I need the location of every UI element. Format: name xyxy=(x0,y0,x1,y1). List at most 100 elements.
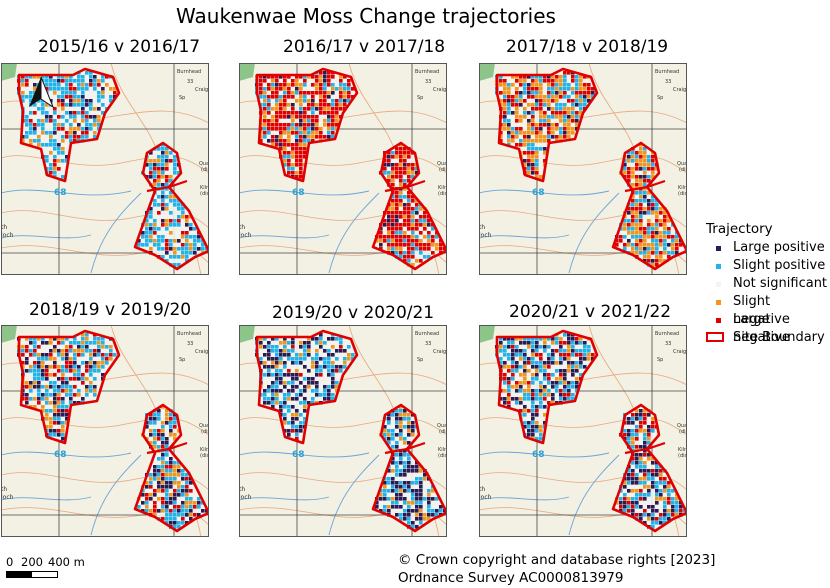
change-pixel xyxy=(663,223,667,227)
change-pixel xyxy=(671,489,675,493)
change-pixel xyxy=(519,103,523,107)
change-pixel xyxy=(539,381,543,385)
change-pixel xyxy=(631,223,635,227)
change-pixel xyxy=(651,243,655,247)
change-pixel xyxy=(61,385,65,389)
change-pixel xyxy=(523,139,527,143)
change-pixel xyxy=(267,369,271,373)
change-pixel xyxy=(527,111,531,115)
change-pixel xyxy=(315,353,319,357)
change-pixel xyxy=(169,493,173,497)
change-pixel xyxy=(283,111,287,115)
change-pixel xyxy=(33,127,37,131)
change-pixel xyxy=(623,163,627,167)
change-pixel xyxy=(65,417,69,421)
change-pixel xyxy=(327,389,331,393)
change-pixel xyxy=(439,509,443,513)
change-pixel xyxy=(161,239,165,243)
change-pixel xyxy=(77,83,81,87)
change-pixel xyxy=(77,99,81,103)
change-pixel xyxy=(41,127,45,131)
change-pixel xyxy=(53,139,57,143)
change-pixel xyxy=(507,393,511,397)
change-pixel xyxy=(547,131,551,135)
map-frame xyxy=(239,63,447,275)
change-pixel xyxy=(315,385,319,389)
change-pixel xyxy=(275,365,279,369)
change-pixel xyxy=(539,135,543,139)
change-pixel xyxy=(157,155,161,159)
change-pixel xyxy=(403,207,407,211)
change-pixel xyxy=(639,517,643,521)
change-pixel xyxy=(647,441,651,445)
change-pixel xyxy=(435,509,439,513)
change-pixel xyxy=(295,377,299,381)
change-pixel xyxy=(623,429,627,433)
change-pixel xyxy=(567,127,571,131)
change-pixel xyxy=(407,481,411,485)
change-pixel xyxy=(423,517,427,521)
change-pixel xyxy=(283,365,287,369)
change-pixel xyxy=(263,91,267,95)
change-pixel xyxy=(507,83,511,87)
change-pixel xyxy=(295,433,299,437)
change-pixel xyxy=(169,417,173,421)
change-pixel xyxy=(259,361,263,365)
change-pixel xyxy=(411,235,415,239)
change-pixel xyxy=(655,251,659,255)
change-pixel xyxy=(81,103,85,107)
change-pixel xyxy=(567,365,571,369)
woodland-area xyxy=(1,325,17,343)
change-pixel xyxy=(431,509,435,513)
change-pixel xyxy=(507,337,511,341)
change-pixel xyxy=(33,353,37,357)
change-pixel xyxy=(407,251,411,255)
change-pixel xyxy=(527,119,531,123)
change-pixel xyxy=(647,223,651,227)
change-pixel xyxy=(543,95,547,99)
change-pixel xyxy=(547,87,551,91)
change-pixel xyxy=(635,191,639,195)
change-pixel xyxy=(291,143,295,147)
change-pixel xyxy=(25,381,29,385)
change-pixel xyxy=(299,389,303,393)
change-pixel xyxy=(547,83,551,87)
change-pixel xyxy=(311,135,315,139)
change-pixel xyxy=(45,341,49,345)
basemap-label-craig: Craig xyxy=(673,349,686,355)
change-pixel xyxy=(519,357,523,361)
change-pixel xyxy=(519,389,523,393)
change-pixel xyxy=(283,345,287,349)
change-pixel xyxy=(263,123,267,127)
change-pixel xyxy=(303,91,307,95)
change-pixel xyxy=(399,513,403,517)
change-pixel xyxy=(291,127,295,131)
change-pixel xyxy=(101,341,105,345)
change-pixel xyxy=(575,385,579,389)
change-pixel xyxy=(379,231,383,235)
change-pixel xyxy=(177,469,181,473)
change-pixel xyxy=(531,401,535,405)
change-pixel xyxy=(659,243,663,247)
change-pixel xyxy=(37,143,41,147)
change-pixel xyxy=(523,91,527,95)
change-pixel xyxy=(399,413,403,417)
change-pixel xyxy=(679,243,683,247)
change-pixel xyxy=(173,473,177,477)
change-pixel xyxy=(423,227,427,231)
change-pixel xyxy=(25,349,29,353)
change-pixel xyxy=(69,401,73,405)
change-pixel xyxy=(631,417,635,421)
change-pixel xyxy=(391,429,395,433)
change-pixel xyxy=(295,425,299,429)
stream-line xyxy=(239,496,330,501)
change-pixel xyxy=(423,219,427,223)
change-pixel xyxy=(335,87,339,91)
change-pixel xyxy=(399,481,403,485)
change-pixel xyxy=(157,417,161,421)
change-pixel xyxy=(45,159,49,163)
change-pixel xyxy=(271,389,275,393)
change-pixel xyxy=(279,135,283,139)
change-pixel xyxy=(411,263,415,267)
change-pixel xyxy=(189,517,193,521)
